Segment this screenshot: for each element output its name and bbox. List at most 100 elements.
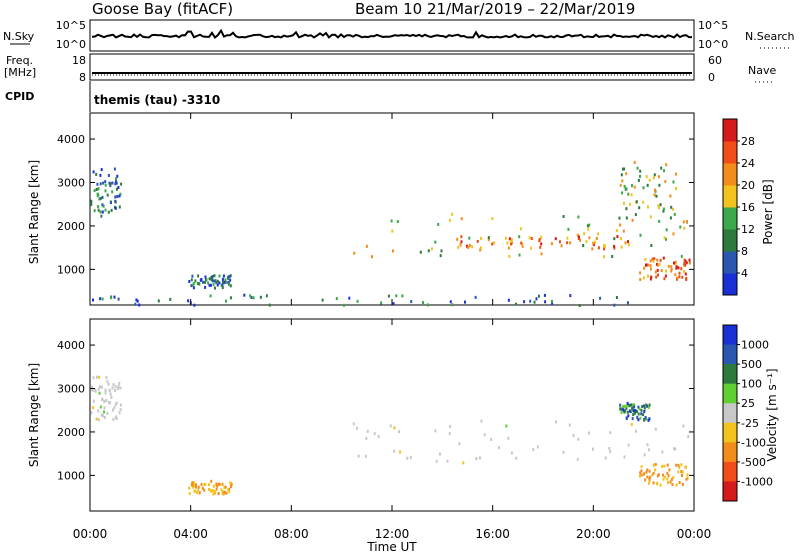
echo-cell (210, 278, 213, 281)
echo-cell (114, 206, 117, 210)
echo-cell (434, 429, 437, 433)
echo-cell (628, 404, 631, 408)
echo-cell (652, 259, 655, 263)
echo-cell (665, 269, 668, 273)
echo-cell (135, 298, 138, 302)
echo-cell (666, 477, 669, 481)
echo-cell (99, 405, 102, 409)
echo-cell (608, 447, 611, 450)
echo-cell (645, 263, 648, 267)
echo-cell (663, 277, 666, 281)
echo-cell (118, 411, 121, 415)
echo-cell (678, 466, 681, 470)
echo-cell (102, 204, 105, 208)
echo-cell (109, 184, 112, 188)
echo-cell (223, 491, 226, 495)
echo-cell (597, 232, 600, 236)
echo-cell (647, 418, 650, 422)
echo-cell (468, 236, 471, 240)
echo-cell (377, 434, 380, 438)
echo-cell (97, 205, 100, 209)
echo-cell (114, 415, 117, 419)
echo-cell (120, 182, 123, 186)
echo-cell (599, 296, 602, 300)
x-tick-label: 00:00 (677, 527, 712, 541)
echo-cell (634, 429, 637, 433)
echo-cell (114, 385, 117, 389)
echo-cell (497, 446, 500, 450)
echo-cell (586, 224, 589, 228)
echo-cell (462, 461, 465, 465)
echo-cell (491, 242, 494, 246)
echo-cell (540, 242, 543, 246)
echo-cell (625, 404, 628, 408)
echo-cell (626, 410, 629, 414)
echo-cell (637, 418, 640, 422)
echo-cell (136, 299, 139, 303)
echo-cell (644, 416, 647, 419)
echo-cell (591, 247, 594, 251)
echo-cell (662, 473, 664, 477)
echo-cell (221, 490, 224, 494)
echo-cell (675, 172, 677, 176)
echo-cell (91, 385, 93, 389)
echo-cell (577, 437, 580, 441)
echo-cell (396, 220, 399, 224)
echo-cell (643, 266, 646, 270)
echo-cell (216, 484, 219, 488)
echo-cell (619, 403, 622, 407)
echo-cell (221, 492, 224, 495)
echo-cell (224, 280, 227, 284)
echo-cell (540, 252, 543, 256)
echo-cell (92, 399, 95, 403)
colorbar-segment (723, 481, 737, 502)
echo-cell (218, 281, 221, 285)
echo-cell (633, 185, 636, 189)
echo-cell (543, 293, 546, 297)
echo-cell (106, 193, 109, 197)
echo-cell (532, 448, 535, 452)
echo-cell (194, 279, 197, 283)
echo-cell (620, 245, 623, 249)
colorbar-tick-label: -500 (741, 456, 766, 469)
echo-cell (662, 209, 665, 213)
echo-cell (438, 452, 441, 456)
echo-cell (193, 481, 195, 485)
echo-cell (633, 405, 636, 409)
echo-cell (190, 284, 193, 288)
echo-cell (487, 236, 490, 240)
echo-cell (643, 472, 646, 476)
echo-cell (99, 197, 102, 201)
echo-cell (466, 244, 468, 248)
power-colorbar-label: Power [dB] (761, 179, 775, 244)
echo-cell (204, 285, 207, 289)
echo-cell (669, 194, 672, 198)
echo-cell (681, 483, 684, 486)
echo-cell (194, 483, 197, 487)
echo-cell (101, 414, 104, 418)
echo-cell (653, 173, 656, 177)
echo-cell (91, 388, 94, 392)
echo-cell (640, 408, 643, 412)
echo-cell (114, 195, 117, 199)
echo-cell (647, 263, 650, 267)
echo-cell (643, 418, 646, 422)
echo-cell (621, 179, 624, 183)
echo-cell (658, 175, 660, 179)
echo-cell (568, 423, 571, 427)
echo-cell (96, 182, 99, 186)
echo-cell (95, 417, 98, 421)
velocity-panel: 1000 2000 3000 4000 Slant Range [km] 1000 50… (27, 318, 779, 512)
echo-cell (211, 275, 214, 279)
echo-cell (510, 451, 513, 455)
echo-cell (640, 473, 643, 477)
echo-cell (169, 297, 172, 301)
echo-cell (113, 295, 116, 299)
echo-cell (99, 210, 102, 214)
echo-cell (663, 464, 666, 468)
echo-cell (645, 403, 648, 407)
echo-cell (380, 301, 383, 305)
echo-cell (201, 280, 204, 284)
echo-cell (642, 200, 645, 204)
